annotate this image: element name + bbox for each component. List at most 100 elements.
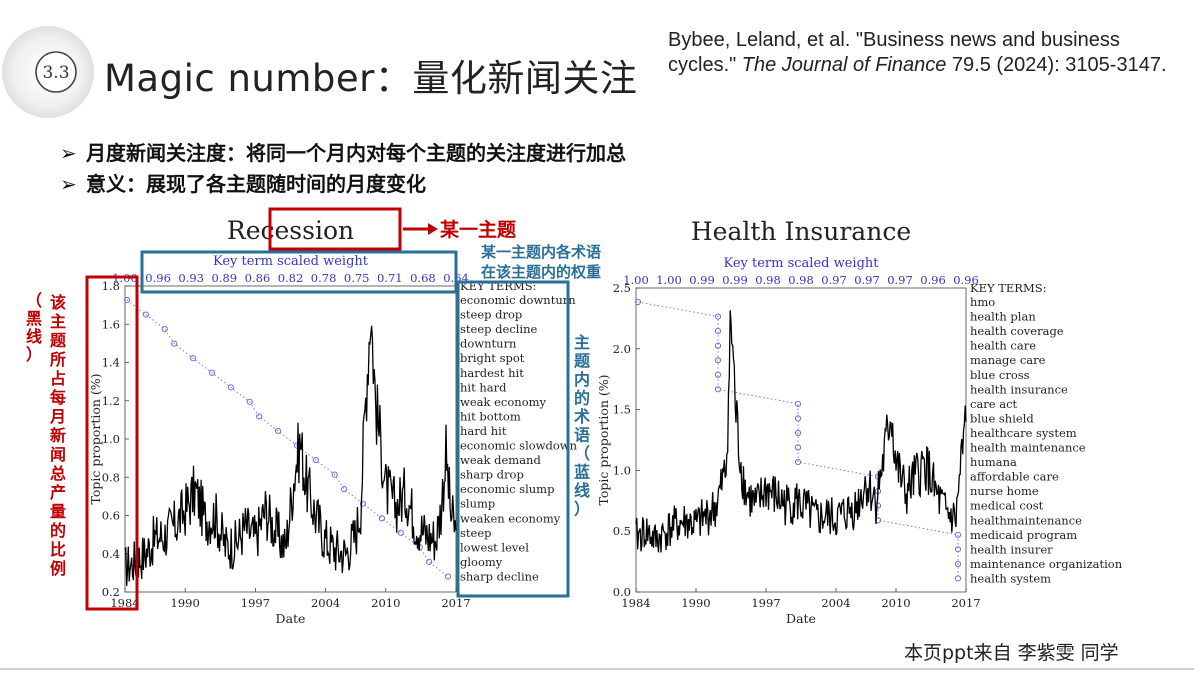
x-tick-label: 2017 [951, 596, 980, 610]
topic-arrow-head-icon [428, 223, 438, 235]
key-term: health care [970, 339, 1036, 353]
weight-marker [794, 429, 802, 437]
weights-box [140, 250, 458, 294]
weight-marker [444, 573, 452, 580]
bullet-arrow-icon: ➢ [60, 141, 77, 165]
top-tick-label: 0.99 [722, 273, 748, 287]
key-term: health insurer [970, 542, 1053, 556]
key-term: blue shield [970, 411, 1034, 425]
proportion-box [85, 275, 139, 611]
y-tick-label: 1.4 [102, 356, 120, 370]
key-term: health maintenance [970, 441, 1086, 455]
key-term: healthcare system [970, 426, 1077, 440]
chart-title: Health Insurance [691, 217, 911, 246]
x-tick-label: 1997 [751, 596, 780, 610]
weight-marker [954, 575, 962, 582]
annotations: 某一主题 某一主题内各术语 在该主题内的权重 主题内的术语（蓝线） 该主题所占每… [26, 207, 601, 611]
weight-line [126, 299, 449, 577]
x-tick-label: 2017 [441, 596, 470, 610]
weight-marker [142, 311, 149, 318]
top-tick-label: 0.99 [689, 273, 715, 287]
weight-marker [794, 415, 802, 422]
weight-marker [954, 531, 962, 538]
weight-marker [794, 400, 802, 407]
terms-box [456, 280, 570, 598]
x-tick-label: 1997 [241, 596, 270, 610]
key-term: downturn [460, 337, 517, 351]
x-axis-label: Date [786, 611, 816, 626]
key-term: hard hit [460, 424, 507, 438]
topic-label: 某一主题 [440, 218, 516, 241]
weight-marker [714, 386, 722, 393]
weight-marker [714, 313, 722, 320]
key-term: economic slowdown [460, 439, 578, 453]
x-tick-label: 1984 [621, 596, 650, 610]
top-tick-label: 0.86 [245, 271, 271, 285]
top-tick-label: 0.68 [410, 271, 436, 285]
key-term: health insurance [970, 382, 1068, 396]
key-term: medical cost [970, 499, 1044, 513]
proportion-vertical-sublabel: （黑线） [26, 291, 42, 364]
key-term: hmo [970, 295, 995, 309]
top-tick-label: 0.98 [755, 273, 781, 287]
weight-marker [714, 328, 722, 335]
weight-marker [714, 371, 722, 378]
y-tick-label: 1.0 [613, 463, 631, 477]
x-tick-label: 1990 [681, 596, 710, 610]
key-term: sharp drop [460, 468, 524, 482]
citation-journal: The Journal of Finance [741, 54, 947, 76]
y-tick-label: 2.0 [613, 342, 631, 356]
weight-marker [171, 340, 178, 347]
top-tick-label: 0.96 [920, 273, 946, 287]
weight-marker [954, 560, 962, 568]
y-tick-label: 1.8 [102, 279, 120, 293]
top-tick-label: 0.97 [854, 273, 880, 287]
section-badge: 3.3 [0, 18, 110, 128]
weights-label-2: 在该主题内的权重 [481, 263, 601, 281]
key-term: economic slump [460, 482, 554, 496]
key-term: steep [460, 526, 492, 540]
citation-authors: Bybee, Leland, et al. "Business news and… [668, 29, 1120, 76]
y-tick-label: 0.0 [613, 585, 631, 599]
topic-proportion-line [124, 325, 457, 586]
weight-marker [426, 558, 433, 566]
bullet-item: ➢ 月度新闻关注度：将同一个月内对每个主题的关注度进行加总 [60, 138, 626, 169]
key-term: hit hard [460, 380, 507, 394]
bullet-list: ➢ 月度新闻关注度：将同一个月内对每个主题的关注度进行加总 ➢ 意义：展现了各主题随… [60, 138, 626, 200]
credit-note: 本页ppt来自 李紫雯 同学 [904, 642, 1119, 664]
top-tick-label: 0.98 [788, 273, 814, 287]
key-terms-header: KEY TERMS: [970, 281, 1047, 295]
top-tick-label: 1.00 [656, 273, 682, 287]
top-tick-label: 0.71 [377, 271, 403, 285]
key-term: steep drop [460, 308, 522, 322]
key-term: hit bottom [460, 409, 521, 423]
x-tick-label: 1984 [110, 596, 139, 610]
weight-marker [246, 398, 253, 405]
x-tick-label: 2010 [881, 596, 910, 610]
weight-line [637, 301, 959, 579]
y-tick-label: 1.2 [102, 394, 120, 408]
weight-marker [714, 342, 722, 349]
section-number: 3.3 [42, 63, 69, 83]
x-tick-label: 2010 [371, 596, 400, 610]
topic-proportion-line [635, 310, 967, 553]
proportion-vertical-label: 该主题所占每月新闻总产量的比例 [49, 293, 67, 578]
terms-vertical-label: 主题内的术语（蓝线） [573, 333, 591, 519]
weight-marker [714, 357, 722, 364]
y-axis-label: Topic proportion (%) [88, 373, 103, 504]
bullet-item: ➢ 意义：展现了各主题随时间的月度变化 [60, 169, 626, 200]
top-tick-label: 0.89 [211, 271, 237, 285]
bullet-text: 意义：展现了各主题随时间的月度变化 [86, 172, 426, 196]
bullet-arrow-icon: ➢ [60, 172, 77, 196]
y-tick-label: 0.6 [102, 509, 120, 523]
top-tick-label: 0.97 [887, 273, 913, 287]
plot-frame [124, 285, 457, 593]
top-axis-label: Key term scaled weight [213, 254, 369, 269]
top-tick-label: 0.97 [821, 273, 847, 287]
weight-marker [794, 444, 802, 451]
footer-divider [0, 668, 1194, 670]
y-tick-label: 0.8 [102, 470, 120, 484]
weight-marker [634, 298, 642, 306]
key-term: lowest level [460, 540, 529, 554]
